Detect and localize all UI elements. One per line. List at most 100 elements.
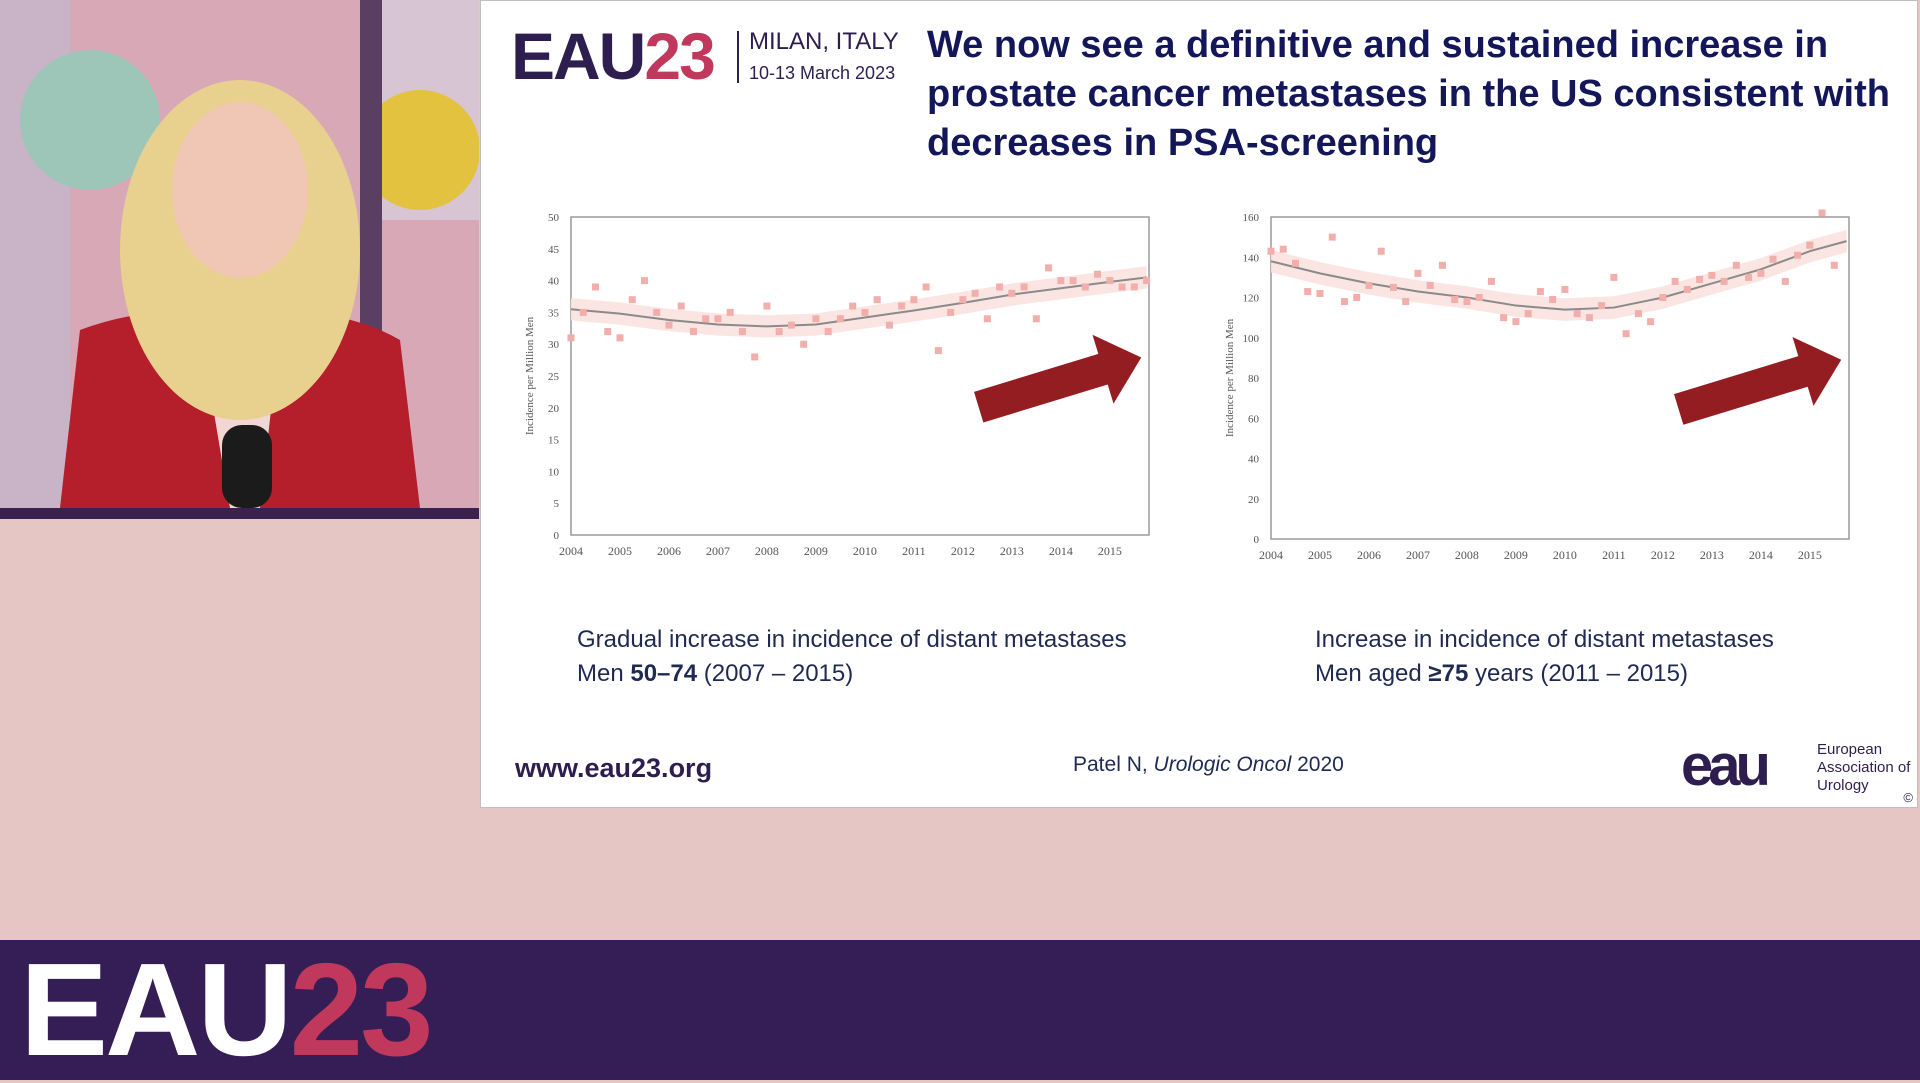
banner-year-text: 23 [289, 936, 434, 1083]
y-tick-label: 30 [548, 339, 560, 351]
presentation-slide: EAU23 MILAN, ITALY 10-13 March 2023 We n… [480, 0, 1918, 808]
data-point [1512, 318, 1520, 326]
confidence-band [1271, 229, 1847, 321]
data-point [1659, 294, 1667, 301]
y-tick-label: 0 [1254, 534, 1260, 546]
data-point [1291, 259, 1299, 267]
y-tick-label: 40 [1248, 454, 1260, 466]
data-point [1830, 261, 1838, 269]
data-point [665, 321, 673, 329]
x-tick-label: 2015 [1098, 544, 1122, 558]
data-point [604, 327, 612, 335]
left-caption-line1: Gradual increase in incidence of distant… [577, 626, 1127, 653]
logo-eau-text: EAU [511, 19, 646, 93]
y-tick-label: 140 [1243, 252, 1260, 264]
data-point [800, 340, 808, 348]
data-point [1353, 294, 1361, 301]
right-caption-prefix: Men aged [1315, 660, 1429, 687]
data-point [1032, 315, 1040, 323]
congress-location: MILAN, ITALY [749, 28, 899, 55]
arrow-shape [1674, 336, 1842, 425]
data-point [1008, 289, 1016, 297]
data-point [1377, 247, 1385, 255]
left-caption-period: (2007 – 2015) [697, 660, 854, 687]
data-point [1745, 273, 1753, 281]
x-tick-label: 2008 [755, 544, 779, 558]
y-tick-label: 40 [548, 276, 560, 288]
data-point [1500, 314, 1508, 322]
data-point [1561, 285, 1569, 293]
trend-line [570, 276, 1147, 328]
data-point [1279, 245, 1287, 253]
y-tick-label: 20 [548, 403, 560, 415]
data-point [1622, 330, 1630, 338]
y-tick-label: 20 [1248, 494, 1260, 506]
data-point [1549, 296, 1557, 304]
data-point [1671, 277, 1679, 285]
video-frame-bar [0, 508, 479, 519]
data-point [616, 334, 624, 342]
data-point [567, 334, 575, 342]
x-tick-label: 2008 [1455, 548, 1479, 562]
data-point [1487, 277, 1495, 285]
data-point [1524, 310, 1532, 318]
data-point [591, 283, 599, 291]
data-point [910, 296, 918, 304]
right-caption-line1: Increase in incidence of distant metasta… [1315, 626, 1774, 653]
data-point [628, 296, 636, 304]
data-point [751, 353, 759, 361]
data-point [640, 277, 648, 285]
trend-arrow-icon [974, 334, 1142, 423]
arrow-shape [974, 334, 1142, 423]
y-axis-label: Incidence per Million Men [1224, 318, 1236, 437]
bottom-banner: EAU23 [0, 940, 1920, 1080]
data-point [1316, 289, 1324, 297]
data-point [971, 289, 979, 297]
logo-divider [737, 31, 739, 83]
data-point [1045, 264, 1053, 272]
data-point [1536, 287, 1544, 295]
x-tick-label: 2012 [951, 544, 975, 558]
data-point [1365, 281, 1373, 289]
data-point [1806, 241, 1814, 249]
y-tick-label: 80 [1248, 373, 1260, 385]
data-point [1094, 270, 1102, 278]
data-point [1598, 302, 1606, 310]
data-point [1414, 269, 1422, 277]
data-point [1304, 287, 1312, 295]
data-point [996, 283, 1004, 291]
x-tick-label: 2005 [608, 544, 632, 558]
y-tick-label: 15 [548, 435, 560, 447]
citation: Patel N, Urologic Oncol 2020 [1073, 753, 1344, 777]
data-point [1781, 277, 1789, 285]
slide-title: We now see a definitive and sustained in… [927, 24, 1890, 164]
y-tick-label: 100 [1243, 333, 1260, 345]
x-tick-label: 2010 [1553, 548, 1577, 562]
data-point [1647, 318, 1655, 326]
logo-year-text: 23 [644, 19, 715, 93]
data-point [922, 283, 930, 291]
data-point [1634, 310, 1642, 318]
data-point [702, 315, 710, 323]
x-tick-label: 2007 [706, 544, 730, 558]
right-caption-age: ≥75 [1428, 660, 1469, 687]
data-point [836, 315, 844, 323]
copyright-mark: © [1903, 790, 1913, 805]
data-point [738, 327, 746, 335]
data-point [1118, 283, 1126, 291]
data-point [1020, 283, 1028, 291]
y-tick-label: 45 [548, 244, 560, 256]
x-tick-label: 2011 [902, 544, 926, 558]
presenter-video [0, 0, 479, 508]
data-point [677, 302, 685, 310]
data-point [1267, 247, 1275, 255]
data-point [1585, 314, 1593, 322]
data-point [1402, 298, 1410, 306]
data-point [763, 302, 771, 310]
data-point [1720, 277, 1728, 285]
eau-brand-logo: eau [1681, 733, 1771, 798]
y-tick-label: 160 [1243, 212, 1260, 224]
x-tick-label: 2013 [1700, 548, 1724, 562]
data-point [898, 302, 906, 310]
data-point [1757, 269, 1765, 277]
